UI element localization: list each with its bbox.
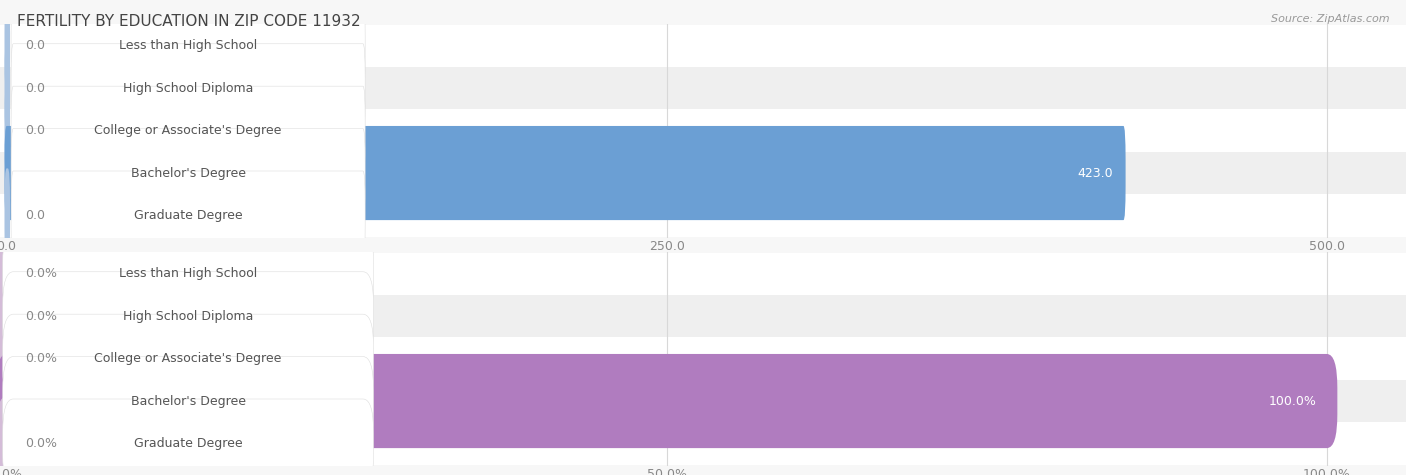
Bar xyxy=(0,337,1406,380)
Text: FERTILITY BY EDUCATION IN ZIP CODE 11932: FERTILITY BY EDUCATION IN ZIP CODE 11932 xyxy=(17,14,360,29)
FancyBboxPatch shape xyxy=(11,86,366,175)
FancyBboxPatch shape xyxy=(11,44,366,133)
Bar xyxy=(0,422,1406,465)
FancyBboxPatch shape xyxy=(3,357,374,446)
Text: Bachelor's Degree: Bachelor's Degree xyxy=(131,167,246,180)
Text: 0.0: 0.0 xyxy=(25,124,45,137)
Text: 423.0: 423.0 xyxy=(1077,167,1114,180)
Text: Less than High School: Less than High School xyxy=(120,267,257,280)
FancyBboxPatch shape xyxy=(3,314,374,403)
Text: 100.0%: 100.0% xyxy=(1268,395,1316,408)
Bar xyxy=(0,25,1406,67)
Bar xyxy=(0,152,1406,194)
Bar xyxy=(0,380,1406,422)
Text: 0.0%: 0.0% xyxy=(25,352,58,365)
FancyBboxPatch shape xyxy=(0,396,18,475)
Text: Bachelor's Degree: Bachelor's Degree xyxy=(131,395,246,408)
Text: 0.0%: 0.0% xyxy=(25,267,58,280)
Text: Less than High School: Less than High School xyxy=(120,39,257,52)
Bar xyxy=(0,253,1406,295)
Text: 0.0: 0.0 xyxy=(25,39,45,52)
FancyBboxPatch shape xyxy=(3,229,374,318)
FancyBboxPatch shape xyxy=(11,1,366,90)
Text: High School Diploma: High School Diploma xyxy=(122,310,253,323)
FancyBboxPatch shape xyxy=(4,41,10,135)
FancyBboxPatch shape xyxy=(0,227,18,321)
Bar xyxy=(0,295,1406,337)
Text: Graduate Degree: Graduate Degree xyxy=(134,209,242,222)
Text: 0.0%: 0.0% xyxy=(25,437,58,450)
FancyBboxPatch shape xyxy=(4,168,10,263)
FancyBboxPatch shape xyxy=(0,269,18,363)
Text: College or Associate's Degree: College or Associate's Degree xyxy=(94,124,281,137)
FancyBboxPatch shape xyxy=(4,84,10,178)
Text: High School Diploma: High School Diploma xyxy=(122,82,253,95)
FancyBboxPatch shape xyxy=(11,129,366,218)
FancyBboxPatch shape xyxy=(3,399,374,475)
Bar xyxy=(0,67,1406,109)
FancyBboxPatch shape xyxy=(3,272,374,361)
Text: 0.0: 0.0 xyxy=(25,82,45,95)
Text: College or Associate's Degree: College or Associate's Degree xyxy=(94,352,281,365)
Text: Graduate Degree: Graduate Degree xyxy=(134,437,242,450)
Bar xyxy=(0,194,1406,237)
FancyBboxPatch shape xyxy=(4,126,1126,220)
Bar xyxy=(0,109,1406,152)
Text: 0.0: 0.0 xyxy=(25,209,45,222)
FancyBboxPatch shape xyxy=(11,171,366,260)
FancyBboxPatch shape xyxy=(0,312,18,406)
Text: Source: ZipAtlas.com: Source: ZipAtlas.com xyxy=(1271,14,1389,24)
Text: 0.0%: 0.0% xyxy=(25,310,58,323)
FancyBboxPatch shape xyxy=(4,0,10,93)
FancyBboxPatch shape xyxy=(0,354,1337,448)
